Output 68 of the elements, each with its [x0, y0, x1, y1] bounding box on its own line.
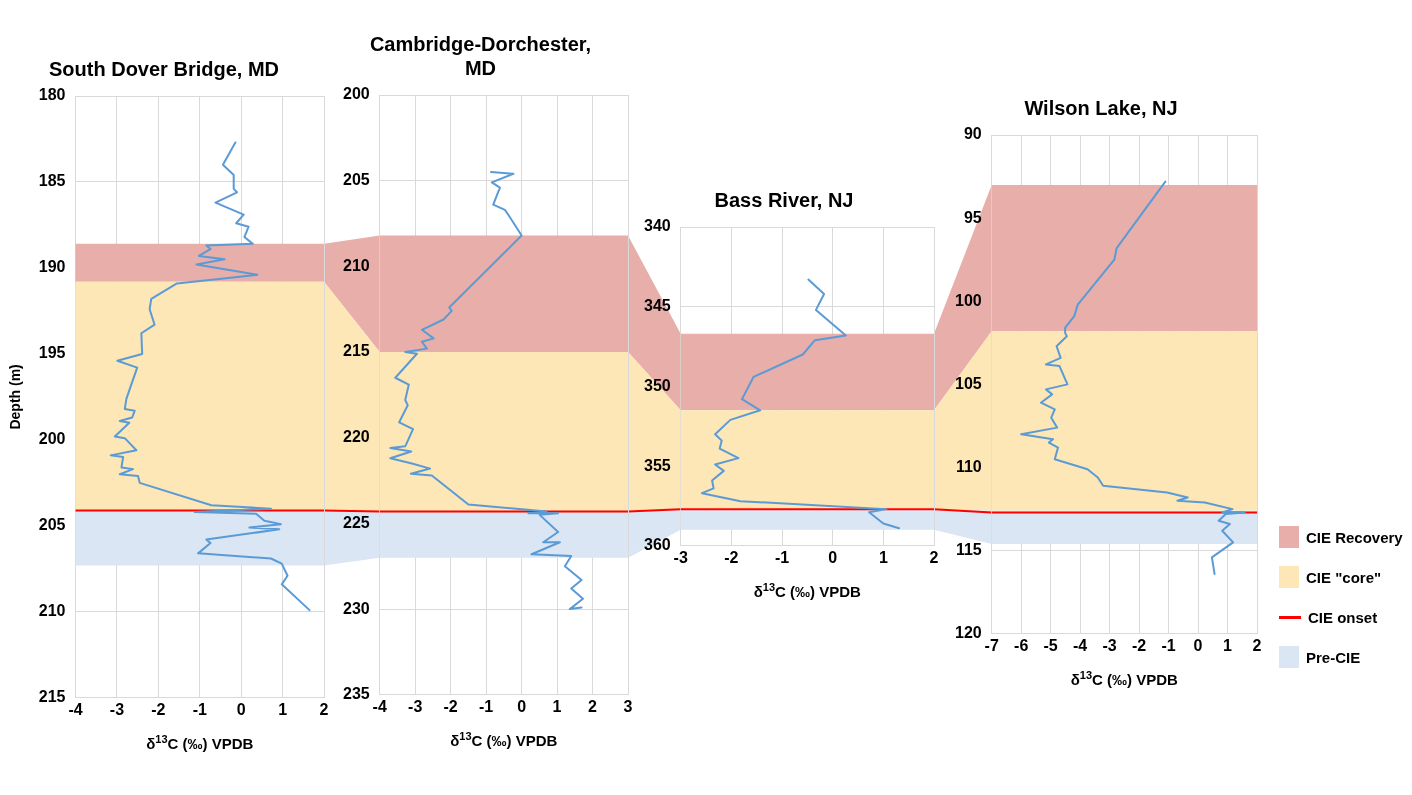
y-tick-label: 205 [38, 516, 66, 534]
x-tick-label: -1 [478, 697, 494, 715]
x-tick-label: 1 [552, 697, 562, 715]
y-tick-label: 180 [38, 86, 66, 104]
y-tick-label: 200 [342, 85, 370, 103]
y-tick-label: 200 [38, 430, 66, 448]
y-tick-label: 355 [643, 456, 671, 474]
y-axis-title: Depth (m) [7, 364, 24, 430]
chart-title: Bass River, NJ [714, 188, 854, 211]
y-tick-label: 115 [955, 541, 982, 559]
y-tick-label: 230 [342, 599, 370, 617]
x-tick-label: 0 [828, 548, 838, 566]
y-tick-label: 95 [963, 208, 982, 226]
x-tick-label: -4 [372, 697, 387, 715]
y-tick-label: 205 [342, 171, 370, 189]
y-tick-label: 190 [38, 258, 66, 276]
x-tick-label: 2 [929, 548, 939, 566]
y-tick-label: 105 [954, 374, 982, 392]
y-tick-label: 345 [643, 297, 671, 315]
y-tick-label: 195 [38, 344, 66, 362]
x-tick-label: 0 [236, 700, 246, 718]
x-tick-label: -3 [673, 548, 688, 566]
x-tick-label: 2 [1252, 636, 1262, 654]
x-tick-label: -5 [1043, 636, 1058, 654]
x-tick-label: -1 [1161, 636, 1176, 654]
x-tick-label: 1 [278, 700, 288, 718]
y-tick-label: 225 [342, 513, 370, 531]
x-tick-label: 1 [1223, 636, 1233, 654]
x-tick-label: -3 [1102, 636, 1117, 654]
y-tick-label: 215 [342, 342, 370, 360]
y-tick-label: 215 [38, 688, 66, 706]
y-tick-label: 350 [643, 376, 671, 394]
x-tick-label: -7 [984, 636, 999, 654]
y-tick-label: 235 [342, 685, 370, 703]
legend-label: CIE Recovery [1306, 528, 1403, 546]
x-tick-label: 0 [517, 697, 527, 715]
x-tick-label: 3 [623, 697, 633, 715]
x-tick-label: -2 [151, 700, 166, 718]
x-tick-label: -4 [1073, 636, 1088, 654]
x-tick-label: -1 [774, 548, 790, 566]
y-tick-label: 340 [643, 217, 671, 235]
x-tick-label: -3 [408, 697, 423, 715]
x-tick-label: -2 [1131, 636, 1147, 654]
x-tick-label: 0 [1193, 636, 1203, 654]
legend-label: CIE "core" [1306, 568, 1382, 586]
legend-label: CIE onset [1308, 608, 1378, 626]
y-tick-label: 210 [342, 256, 370, 274]
x-tick-label: 1 [878, 548, 888, 566]
legend-label: Pre-CIE [1306, 648, 1361, 666]
y-tick-label: 110 [955, 457, 982, 475]
x-tick-label: 2 [588, 697, 598, 715]
y-tick-label: 185 [38, 172, 66, 190]
y-tick-label: 220 [342, 428, 370, 446]
y-tick-label: 90 [963, 125, 982, 143]
x-tick-label: -3 [109, 700, 125, 718]
y-tick-label: 360 [643, 536, 671, 554]
y-tick-label: 210 [38, 602, 66, 620]
x-tick-label: -4 [68, 700, 83, 718]
x-tick-label: -6 [1014, 636, 1029, 654]
y-tick-label: 100 [954, 291, 982, 309]
x-tick-label: -1 [192, 700, 207, 718]
chart-title: Cambridge-Dorchester, MD [369, 32, 592, 79]
chart-title: Wilson Lake, NJ [1024, 96, 1178, 119]
x-tick-label: 2 [319, 700, 329, 718]
y-tick-label: 120 [954, 624, 982, 642]
x-tick-label: -2 [724, 548, 739, 566]
x-tick-label: -2 [443, 697, 458, 715]
chart-title: South Dover Bridge, MD [48, 57, 280, 80]
